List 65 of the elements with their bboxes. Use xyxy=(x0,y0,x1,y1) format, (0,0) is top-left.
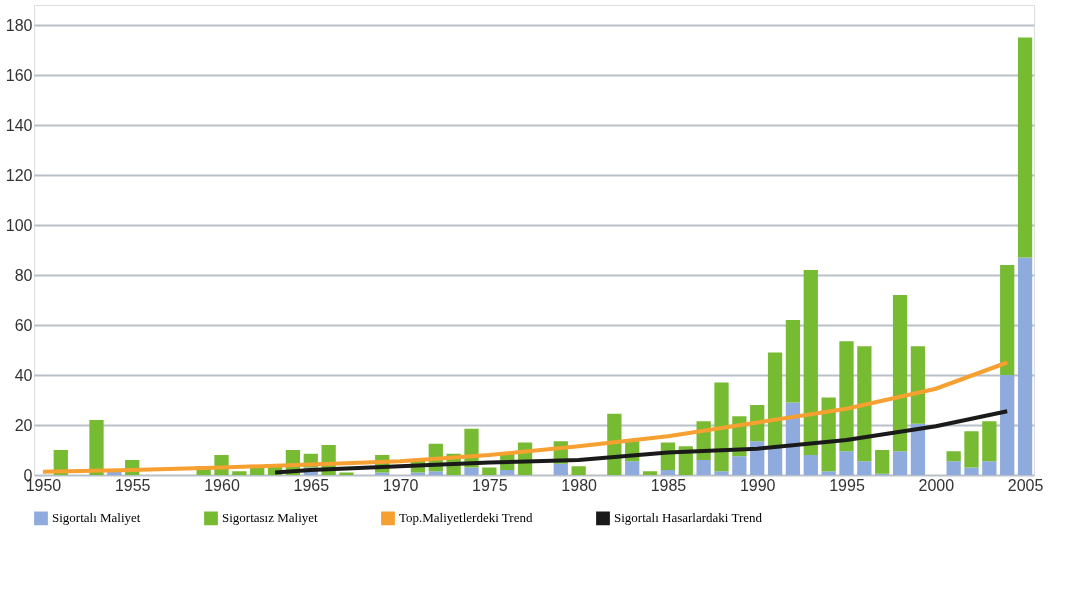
y-tick-label: 140 xyxy=(5,116,33,134)
x-tick-label: 1955 xyxy=(114,476,151,494)
y-tick-label: 20 xyxy=(14,416,33,434)
bar xyxy=(982,461,997,475)
bar xyxy=(910,423,926,475)
bar xyxy=(553,463,568,475)
bar xyxy=(839,451,854,475)
bar xyxy=(714,382,729,472)
bar xyxy=(785,320,801,403)
bar xyxy=(1000,265,1015,375)
x-tick-label: 1960 xyxy=(204,476,240,494)
bar xyxy=(428,471,443,475)
y-tick-label: 100 xyxy=(5,216,33,234)
bar xyxy=(803,270,818,455)
bar xyxy=(821,471,836,475)
legend-label: Sigortalı Hasarlardaki Trend xyxy=(614,510,763,526)
bar xyxy=(500,470,515,475)
y-tick-label: 40 xyxy=(14,366,33,384)
bar xyxy=(571,466,586,475)
bar xyxy=(1000,375,1015,475)
bar xyxy=(946,461,961,475)
bar xyxy=(696,460,711,475)
bar xyxy=(625,461,640,475)
bar xyxy=(964,467,979,475)
bar xyxy=(946,451,961,462)
x-tick-label: 1965 xyxy=(293,476,330,494)
bar xyxy=(875,450,890,474)
bar xyxy=(767,352,783,447)
bar xyxy=(660,470,676,475)
legend-label: Top.Maliyetlerdeki Trend xyxy=(399,510,533,526)
legend-label: Sigortasız Maliyet xyxy=(222,510,319,526)
x-tick-label: 2005 xyxy=(1007,476,1044,494)
bar xyxy=(732,456,747,475)
y-tick-label: 120 xyxy=(5,166,33,184)
x-tick-label: 2000 xyxy=(918,476,955,494)
x-tick-label: 1985 xyxy=(650,476,687,494)
bar xyxy=(892,451,908,475)
bar xyxy=(892,295,908,452)
bar xyxy=(464,467,479,475)
legend-label: Sigortalı Maliyet xyxy=(52,510,141,526)
x-tick-label: 1980 xyxy=(561,476,598,494)
bar xyxy=(910,346,926,424)
bar xyxy=(1017,37,1033,258)
y-tick-label: 60 xyxy=(14,316,33,334)
bar xyxy=(803,455,818,475)
bar xyxy=(232,471,247,475)
bar xyxy=(857,461,872,475)
y-tick-label: 80 xyxy=(14,266,33,284)
x-tick-label: 1970 xyxy=(382,476,419,494)
bar xyxy=(714,471,729,475)
y-tick-label: 180 xyxy=(5,16,33,34)
y-tick-label: 160 xyxy=(5,66,33,84)
x-tick-label: 1990 xyxy=(739,476,776,494)
line-series xyxy=(40,360,1010,474)
line-series xyxy=(273,409,1010,475)
bar xyxy=(982,421,997,462)
x-tick-label: 1975 xyxy=(472,476,508,494)
bar xyxy=(1017,257,1033,475)
bar xyxy=(839,341,854,452)
bar xyxy=(964,431,979,468)
bar xyxy=(89,420,104,475)
bar xyxy=(482,467,497,475)
x-tick-label: 1995 xyxy=(829,476,865,494)
bar xyxy=(642,471,658,475)
bar xyxy=(857,346,872,462)
